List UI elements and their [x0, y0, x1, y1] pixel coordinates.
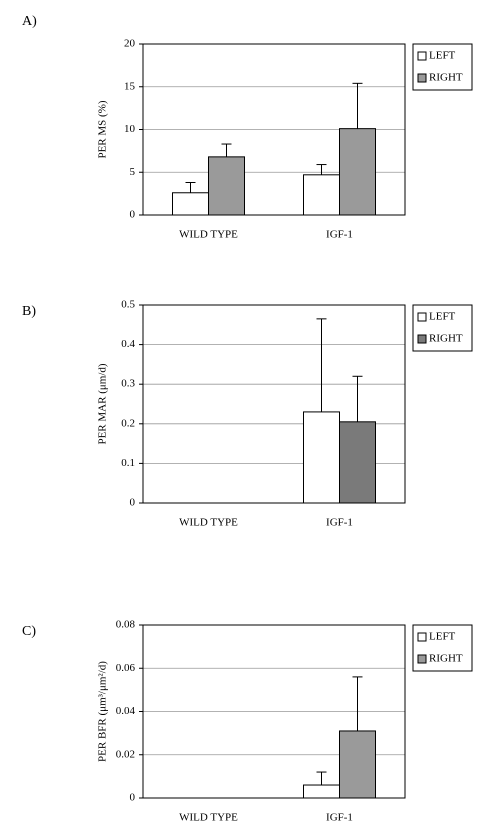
y-tick-label: 0	[130, 497, 136, 509]
x-tick-label: WILD TYPE	[179, 229, 238, 241]
error-bar	[352, 82, 363, 129]
panel-label: A)	[22, 14, 37, 29]
x-tick-label: IGF-1	[326, 229, 353, 241]
y-tick-label: 0	[130, 792, 136, 804]
legend-label: RIGHT	[429, 72, 463, 84]
y-tick-label: 10	[124, 123, 136, 135]
legend-label: RIGHT	[429, 333, 463, 345]
x-tick-label: IGF-1	[326, 517, 353, 529]
y-tick-label: 0.4	[121, 338, 135, 350]
plot-frame	[142, 304, 406, 504]
error-bar	[352, 676, 363, 731]
bar	[303, 174, 340, 216]
y-tick-label: 5	[130, 166, 136, 178]
plot-frame	[142, 624, 406, 799]
legend-swatch	[417, 51, 427, 61]
bar	[339, 421, 376, 504]
y-tick-label: 20	[124, 38, 136, 50]
y-tick-label: 0.04	[116, 705, 136, 717]
y-tick-label: 0.02	[116, 748, 135, 760]
x-tick-label: WILD TYPE	[179, 812, 238, 824]
legend-label: RIGHT	[429, 653, 463, 665]
error-bar	[185, 182, 196, 193]
y-tick-label: 0.06	[116, 662, 136, 674]
bar	[208, 156, 245, 216]
legend-swatch	[417, 334, 427, 344]
y-tick-label: 0.3	[121, 378, 135, 390]
panel-label: C)	[22, 624, 36, 639]
y-tick-label: 0.08	[116, 619, 136, 631]
error-bar	[316, 164, 327, 175]
bar	[172, 192, 209, 216]
legend-label: LEFT	[429, 50, 456, 62]
y-tick-label: 0.5	[121, 299, 135, 311]
legend-label: LEFT	[429, 631, 456, 643]
panel-label: B)	[22, 304, 36, 319]
legend-swatch	[417, 654, 427, 664]
legend-swatch	[417, 632, 427, 642]
y-axis-title: PER MAR (μm/d)	[97, 363, 109, 444]
plot-frame	[142, 43, 406, 216]
y-tick-label: 15	[124, 80, 136, 92]
y-tick-label: 0.1	[121, 457, 135, 469]
y-axis-title: PER MS (%)	[97, 100, 109, 158]
legend-swatch	[417, 73, 427, 83]
bar	[303, 784, 340, 799]
bar	[303, 411, 340, 504]
legend-swatch	[417, 312, 427, 322]
bar	[339, 730, 376, 799]
error-bar	[316, 771, 327, 786]
error-bar	[316, 318, 327, 412]
bar	[339, 128, 376, 216]
y-tick-label: 0.2	[121, 417, 135, 429]
y-axis-title: PER BFR (μm³/μm²/d)	[97, 661, 109, 762]
y-tick-label: 0	[130, 209, 136, 221]
error-bar	[352, 375, 363, 422]
x-tick-label: WILD TYPE	[179, 517, 238, 529]
legend-label: LEFT	[429, 311, 456, 323]
error-bar	[221, 143, 232, 157]
x-tick-label: IGF-1	[326, 812, 353, 824]
